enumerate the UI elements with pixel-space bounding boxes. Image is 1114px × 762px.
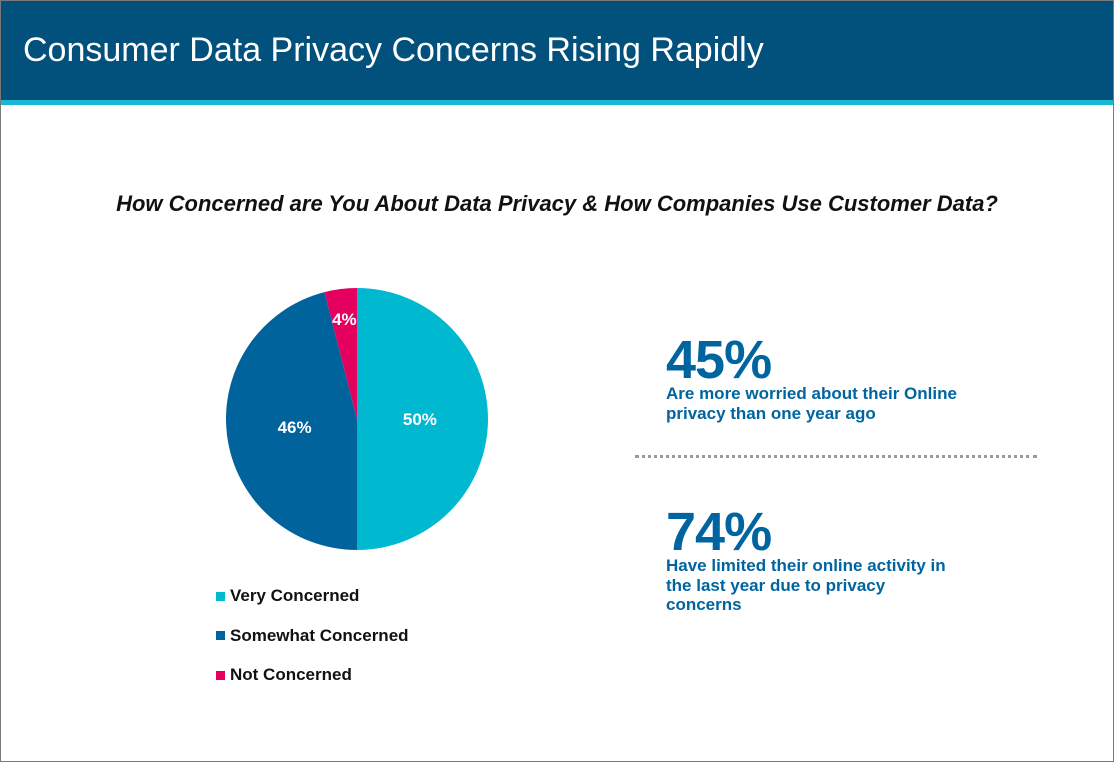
pie-slice-very-concerned	[357, 288, 488, 550]
legend: Very Concerned Somewhat Concerned Not Conc…	[216, 586, 409, 705]
legend-item: Somewhat Concerned	[216, 626, 409, 646]
pie-slice-not-concerned	[324, 288, 357, 419]
slide-title: Consumer Data Privacy Concerns Rising Ra…	[23, 31, 764, 69]
stat-block-2: 74% Have limited their online activity i…	[666, 502, 956, 615]
header-accent-stripe	[1, 100, 1113, 105]
legend-label: Very Concerned	[230, 586, 360, 605]
legend-label: Not Concerned	[230, 665, 352, 684]
legend-swatch	[216, 631, 225, 640]
stat-value: 74%	[666, 502, 772, 562]
pie-data-label: 46%	[278, 418, 312, 437]
legend-swatch	[216, 591, 225, 601]
pie-data-label: 50%	[403, 410, 437, 429]
stat-description: Are more worried about their Online priv…	[666, 384, 957, 423]
pie-slice-somewhat-concerned	[225, 292, 357, 550]
header-bar: Consumer Data Privacy Concerns Rising Ra…	[1, 1, 1113, 100]
legend-label: Somewhat Concerned	[230, 625, 409, 645]
chart-title: How Concerned are You About Data Privacy…	[116, 191, 998, 216]
legend-item: Very Concerned	[216, 586, 409, 606]
dotted-divider	[635, 455, 1037, 458]
stat-value: 45%	[666, 330, 772, 390]
legend-swatch	[216, 670, 225, 680]
stat-block-1: 45% Are more worried about their Online …	[666, 330, 966, 423]
legend-item: Not Concerned	[216, 665, 409, 685]
pie-data-label: 4%	[332, 310, 357, 329]
stat-description: Have limited their online activity in th…	[666, 556, 946, 614]
